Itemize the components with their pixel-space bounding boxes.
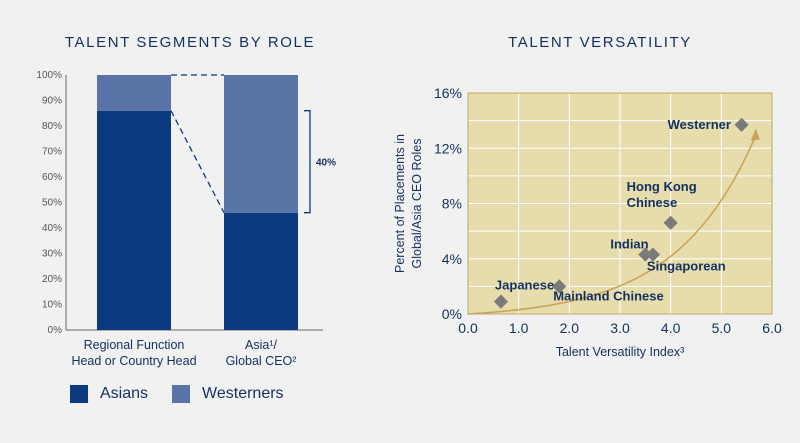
scatter-y-axis-label: Percent of Placements in	[393, 134, 407, 273]
legend-swatch-asians	[70, 385, 88, 403]
bar-connector-split	[170, 110, 225, 213]
scatter-x-tick-label: 5.0	[712, 320, 732, 336]
bar-category-label: Head or Country Head	[71, 354, 196, 368]
bar-y-tick-label: 30%	[42, 249, 62, 260]
bar-y-tick-label: 20%	[42, 274, 62, 285]
legend-label-asians: Asians	[100, 385, 149, 402]
scatter-trend-arrowhead	[750, 128, 760, 141]
scatter-y-tick-label: 12%	[434, 140, 462, 156]
scatter-point-label: Mainland Chinese	[553, 288, 664, 303]
bar-y-tick-label: 60%	[42, 172, 62, 183]
bar-westerners-2	[224, 75, 298, 213]
legend: Asians Westerners	[70, 385, 296, 403]
legend-label-westerners: Westerners	[202, 385, 284, 402]
scatter-point-label: Chinese	[627, 195, 678, 210]
bar-y-tick-label: 50%	[42, 198, 62, 209]
legend-item-westerners: Westerners	[172, 385, 284, 403]
scatter-point-indian	[638, 247, 653, 262]
scatter-point-japanese	[493, 294, 509, 309]
bar-annotation-label: 40%	[316, 158, 336, 169]
scatter-x-tick-label: 0.0	[458, 320, 478, 336]
scatter-plot-border	[467, 92, 773, 315]
bar-westerners-1	[97, 75, 171, 111]
left-chart-title: TALENT SEGMENTS BY ROLE	[64, 34, 316, 51]
bar-y-tick-label: 100%	[36, 70, 62, 81]
bar-category-label: Asia¹/	[245, 338, 277, 352]
scatter-point-singaporean	[645, 247, 661, 262]
scatter-point-label: Japanese	[495, 278, 554, 293]
scatter-y-tick-label: 16%	[434, 85, 462, 101]
scatter-x-tick-label: 1.0	[509, 320, 529, 336]
scatter-point-westerner	[734, 117, 749, 132]
scatter-y-tick-label: 0%	[442, 306, 462, 322]
scatter-x-axis-label: Talent Versatility Index³	[556, 345, 685, 359]
scatter-y-tick-label: 8%	[442, 196, 462, 212]
right-chart-title: TALENT VERSATILITY	[508, 34, 692, 51]
scatter-trend-curve	[467, 138, 756, 315]
scatter-y-axis-label: Global/Asia CEO Roles	[410, 139, 424, 269]
bar-asians-1	[97, 110, 171, 330]
bar-y-tick-label: 80%	[42, 121, 62, 132]
scatter-point-label: Indian	[610, 237, 648, 252]
bar-bracket	[304, 110, 311, 214]
bar-y-tick-label: 90%	[42, 96, 62, 107]
legend-swatch-westerners	[172, 385, 191, 403]
scatter-x-tick-label: 2.0	[560, 320, 580, 336]
scatter-point-mainland-chinese	[552, 279, 567, 294]
scatter-x-tick-label: 3.0	[610, 320, 630, 336]
scatter-x-tick-label: 6.0	[762, 320, 782, 336]
bar-y-tick-label: 70%	[42, 147, 62, 158]
bar-asians-2	[224, 212, 298, 330]
legend-item-asians: Asians	[70, 385, 148, 403]
scatter-point-label: Westerner	[668, 117, 731, 132]
scatter-y-tick-label: 4%	[442, 251, 462, 267]
bar-y-tick-label: 0%	[48, 325, 63, 336]
bar-category-label: Global CEO²	[226, 354, 297, 368]
scatter-point-label: Singaporean	[647, 259, 726, 274]
scatter-point-hong-kong-chinese	[663, 215, 678, 230]
bar-y-tick-label: 40%	[42, 223, 62, 234]
scatter-x-tick-label: 4.0	[661, 320, 681, 336]
scatter-point-label: Hong Kong	[627, 179, 697, 194]
bar-y-tick-label: 10%	[42, 300, 62, 311]
bar-category-label: Regional Function	[84, 338, 185, 352]
